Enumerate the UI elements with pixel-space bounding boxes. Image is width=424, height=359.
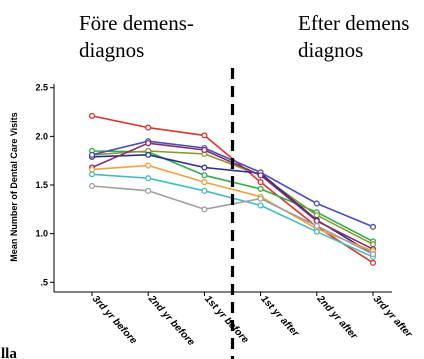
data-point [313,200,320,207]
y-tick-label: 1.0 [35,229,48,239]
data-point [369,223,377,230]
x-tick-label: 3rd yr before [90,294,139,347]
corner-text: lla [1,346,17,359]
after-annotation-line2: diagnos [298,38,363,62]
data-point [201,164,208,171]
data-point [313,228,320,235]
data-point [145,175,152,182]
x-tick-label: 2nd yr before [145,293,197,349]
data-point [257,202,264,209]
data-point [201,146,208,154]
y-tick-label: 1.5 [35,180,48,190]
y-axis-label: Mean Number of Dental Care Visits [9,112,19,261]
data-point [257,179,264,186]
data-point [145,187,152,194]
data-point [313,217,320,225]
data-point [369,251,377,258]
series-line [91,164,374,252]
data-point [369,259,377,266]
data-point [88,166,96,173]
data-point [257,195,264,202]
data-point [201,172,208,179]
data-point [145,140,152,147]
x-axis-ticks: 3rd yr before 2nd yr before 1st yr before 1… [90,292,415,348]
data-point [201,206,208,213]
data-point [313,222,320,229]
data-point [257,172,264,179]
x-tick-label: 2nd yr after [314,293,360,342]
x-tick-label: 1st yr after [258,294,301,340]
y-tick-label: .5 [40,277,48,287]
after-annotation-line1: Efter demens [298,11,409,35]
data-point [201,132,208,139]
data-point [257,185,264,192]
axes [53,84,392,293]
data-point [201,179,208,186]
before-annotation-line2: diagnos [79,38,144,62]
y-tick-label: 2.0 [35,131,48,141]
data-point [145,151,152,158]
data-point [313,212,320,219]
x-tick-label: 1st yr before [202,294,251,346]
data-point [201,187,208,194]
data-point [145,124,152,131]
data-point [88,171,96,178]
y-axis-ticks: .5 1.0 1.5 2.0 2.5 [35,83,54,287]
data-point [88,112,96,119]
data-point [88,151,96,158]
data-point [369,241,377,248]
data-point [145,162,152,169]
before-annotation-line1: Före demens- [79,11,194,35]
data-point [88,182,96,190]
y-tick-label: 2.5 [35,83,48,93]
series-layer [88,112,377,266]
x-tick-label: 3rd yr after [371,294,415,341]
